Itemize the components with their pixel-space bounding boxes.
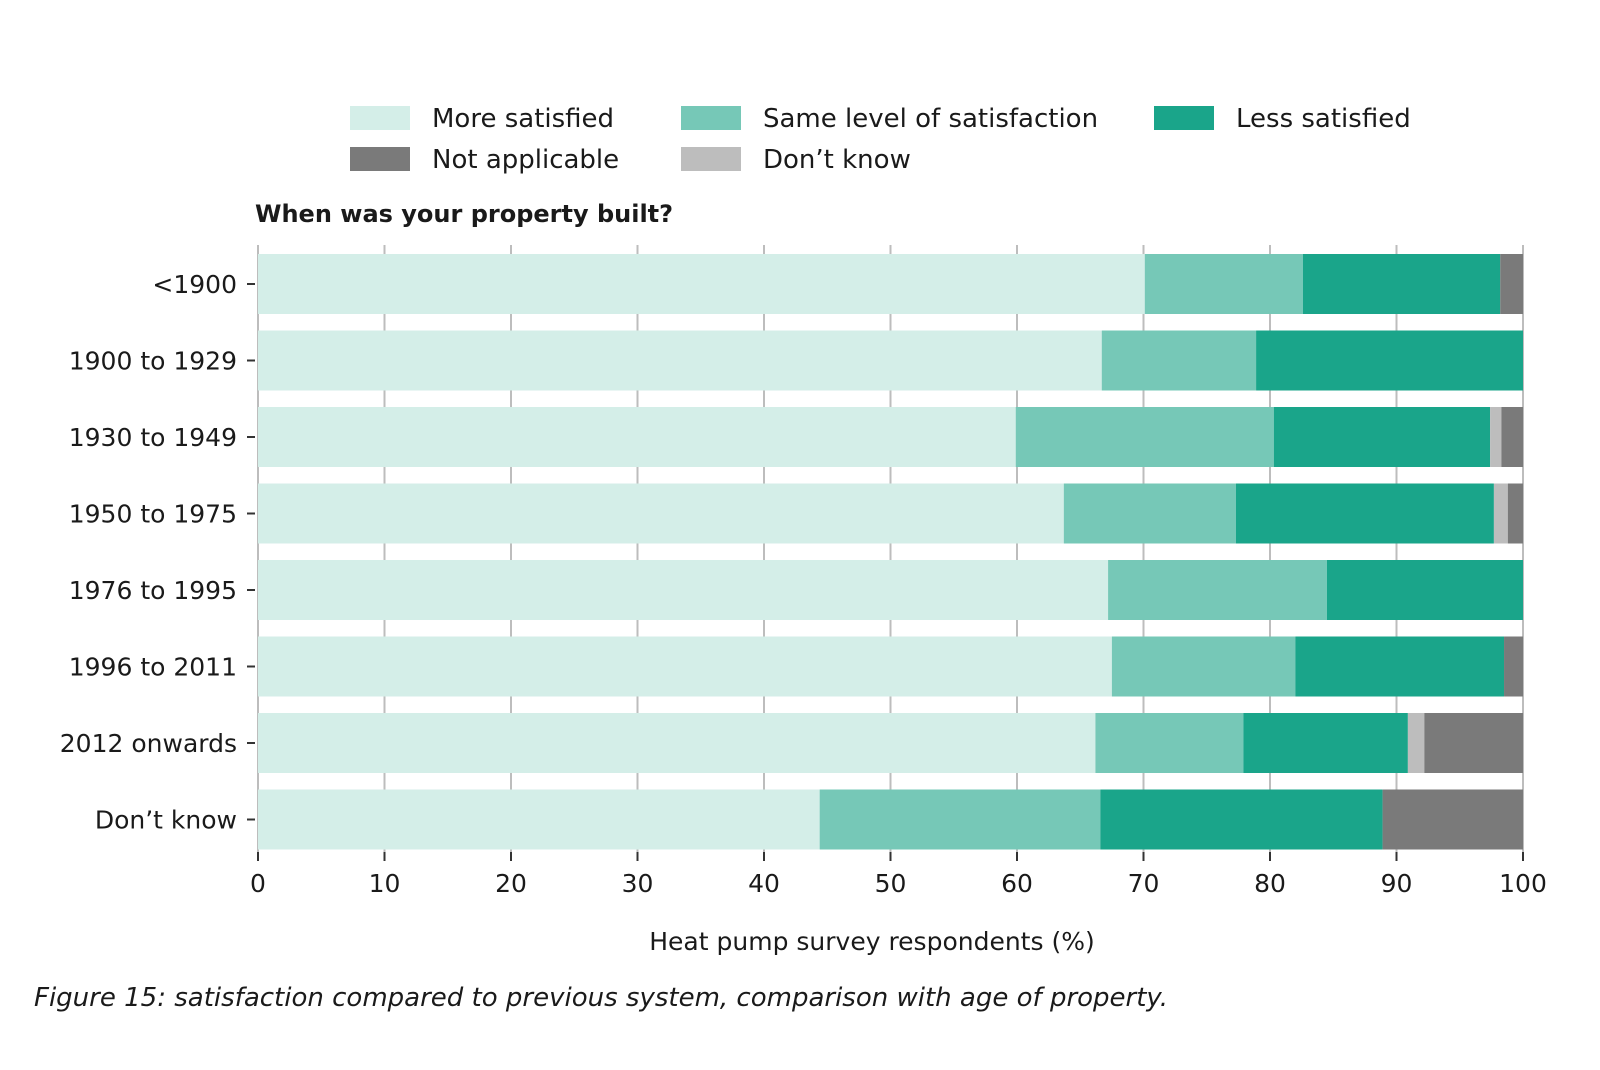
legend-label-same-level-of-satisfaction: Same level of satisfaction	[763, 104, 1098, 134]
category-label-2012-onwards: 2012 onwards	[60, 729, 237, 758]
x-tick-label-20: 20	[495, 869, 527, 898]
x-tick-label-70: 70	[1128, 869, 1160, 898]
x-tick-label-40: 40	[748, 869, 780, 898]
category-label-1900-to-1929: 1900 to 1929	[69, 347, 237, 376]
legend-label-more-satisfied: More satisfied	[432, 104, 614, 134]
legend-label-don-t-know: Don’t know	[763, 145, 911, 175]
bar-1950-to-1975-don-t-know	[1493, 483, 1508, 544]
bar-1900-same-level-of-satisfaction	[1144, 254, 1303, 314]
bar-1930-to-1949-not-applicable	[1501, 407, 1523, 467]
chart-subtitle: When was your property built?	[255, 200, 673, 228]
bar-1930-to-1949-same-level-of-satisfaction	[1015, 407, 1274, 467]
bar-1950-to-1975-less-satisfied	[1235, 483, 1494, 544]
category-label-1976-to-1995: 1976 to 1995	[69, 576, 237, 605]
legend-label-less-satisfied: Less satisfied	[1236, 104, 1411, 134]
bars	[258, 254, 1523, 850]
figure-caption: Figure 15: satisfaction compared to prev…	[34, 983, 1169, 1013]
bar-don-t-know-same-level-of-satisfaction	[819, 789, 1101, 850]
bar-1930-to-1949-more-satisfied	[258, 407, 1016, 467]
category-label-1996-to-2011: 1996 to 2011	[69, 653, 237, 682]
bar-1976-to-1995-same-level-of-satisfaction	[1108, 560, 1327, 620]
bar-1996-to-2011-not-applicable	[1504, 636, 1523, 697]
bar-2012-onwards-not-applicable	[1424, 713, 1523, 773]
legend-swatch-not-applicable	[350, 147, 410, 171]
bar-2012-onwards-less-satisfied	[1243, 713, 1408, 773]
bar-1976-to-1995-more-satisfied	[258, 560, 1109, 620]
bar-2012-onwards-more-satisfied	[258, 713, 1096, 773]
category-label-1930-to-1949: 1930 to 1949	[69, 423, 237, 452]
bar-1996-to-2011-more-satisfied	[258, 636, 1112, 697]
legend: More satisfied Same level of satisfaction…	[350, 104, 1411, 175]
bar-1900-to-1929-same-level-of-satisfaction	[1101, 330, 1257, 391]
bar-don-t-know-less-satisfied	[1100, 789, 1383, 850]
bar-1900-to-1929-more-satisfied	[258, 330, 1102, 391]
category-axis: <1900 1900 to 1929 1930 to 1949 1950 to 197…	[60, 270, 255, 835]
bar-1950-to-1975-more-satisfied	[258, 483, 1064, 544]
legend-swatch-less-satisfied	[1154, 106, 1214, 130]
bar-1976-to-1995-less-satisfied	[1326, 560, 1523, 620]
x-tick-label-10: 10	[369, 869, 401, 898]
bar-don-t-know-not-applicable	[1382, 789, 1523, 850]
x-axis-label: Heat pump survey respondents (%)	[649, 927, 1094, 956]
bar-1900-less-satisfied	[1302, 254, 1501, 314]
legend-swatch-more-satisfied	[350, 106, 410, 130]
legend-swatch-same-level-of-satisfaction	[681, 106, 741, 130]
legend-label-not-applicable: Not applicable	[432, 145, 619, 175]
x-tick-label-50: 50	[875, 869, 907, 898]
x-tick-label-80: 80	[1254, 869, 1286, 898]
bar-1950-to-1975-same-level-of-satisfaction	[1063, 483, 1236, 544]
bar-1900-to-1929-less-satisfied	[1256, 330, 1523, 391]
x-tick-label-100: 100	[1499, 869, 1547, 898]
x-tick-label-30: 30	[622, 869, 654, 898]
bar-1996-to-2011-less-satisfied	[1295, 636, 1505, 697]
x-tick-label-0: 0	[250, 869, 266, 898]
legend-swatch-don-t-know	[681, 147, 741, 171]
bar-1930-to-1949-don-t-know	[1490, 407, 1502, 467]
category-label-1950-to-1975: 1950 to 1975	[69, 500, 237, 529]
bar-2012-onwards-same-level-of-satisfaction	[1095, 713, 1244, 773]
x-tick-label-90: 90	[1381, 869, 1413, 898]
x-tick-label-60: 60	[1001, 869, 1033, 898]
bar-1996-to-2011-same-level-of-satisfaction	[1111, 636, 1296, 697]
bar-1950-to-1975-not-applicable	[1507, 483, 1523, 544]
bar-don-t-know-more-satisfied	[258, 789, 820, 850]
bar-1900-more-satisfied	[258, 254, 1145, 314]
category-label-don-t-know: Don’t know	[95, 806, 237, 835]
bar-2012-onwards-don-t-know	[1407, 713, 1425, 773]
category-label-1900: <1900	[152, 270, 237, 299]
bar-1930-to-1949-less-satisfied	[1273, 407, 1491, 467]
value-axis: 0 10 20 30 40 50 60 70 80 90 100	[250, 852, 1547, 898]
bar-1900-not-applicable	[1500, 254, 1523, 314]
